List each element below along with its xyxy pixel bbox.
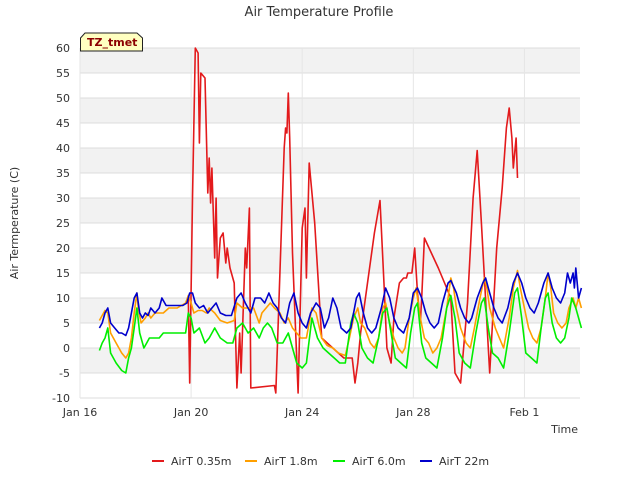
series-line [98,287,583,374]
grid-band [80,98,580,123]
legend-label: AirT 0.35m [171,455,232,468]
grid-band [80,248,580,273]
x-tick-label: Jan 28 [395,406,430,419]
series-line [187,47,519,394]
grid-band [80,348,580,373]
series-layer [98,47,583,394]
series-line [98,269,583,359]
x-axis-title: Time [550,423,578,436]
series-line [98,267,583,337]
y-tick-label: 0 [63,342,70,355]
y-tick-label: -10 [52,392,70,405]
legend-label: AirT 1.8m [264,455,318,468]
grid-band [80,198,580,223]
x-axis: Jan 16 Jan 20 Jan 24 Jan 28 Feb 1 [62,406,540,419]
site-badge-box [80,32,143,52]
x-tick-label: Jan 20 [173,406,208,419]
y-tick-label: 20 [56,242,70,255]
y-tick-label: 15 [56,267,70,280]
x-tick-label: Jan 24 [284,406,319,419]
y-tick-label: 60 [56,42,70,55]
y-axis-title: Air Termperature (C) [8,167,21,279]
legend-label: AirT 6.0m [352,455,406,468]
y-tick-label: -5 [59,367,70,380]
y-tick-label: 5 [63,317,70,330]
x-tick-label: Jan 16 [62,406,97,419]
y-tick-label: 40 [56,142,70,155]
y-tick-label: 50 [56,92,70,105]
y-axis: -10 -5 0 5 10 15 20 25 30 35 40 45 50 55 60 [52,42,70,405]
y-tick-label: 35 [56,167,70,180]
legend: AirT 0.35m AirT 1.8m AirT 6.0m AirT 22m [152,455,489,468]
plot-area [79,47,583,399]
y-tick-label: 30 [56,192,70,205]
site-badge-label: TZ_tmet [87,36,137,49]
y-tick-label: 25 [56,217,70,230]
grid-band [80,48,580,73]
y-tick-label: 55 [56,67,70,80]
grid-band [80,148,580,173]
y-tick-label: 10 [56,292,70,305]
chart-title: Air Temperature Profile [245,5,394,20]
legend-label: AirT 22m [439,455,489,468]
x-tick-label: Feb 1 [509,406,539,419]
site-badge: TZ_tmet [80,32,143,52]
y-tick-label: 45 [56,117,70,130]
